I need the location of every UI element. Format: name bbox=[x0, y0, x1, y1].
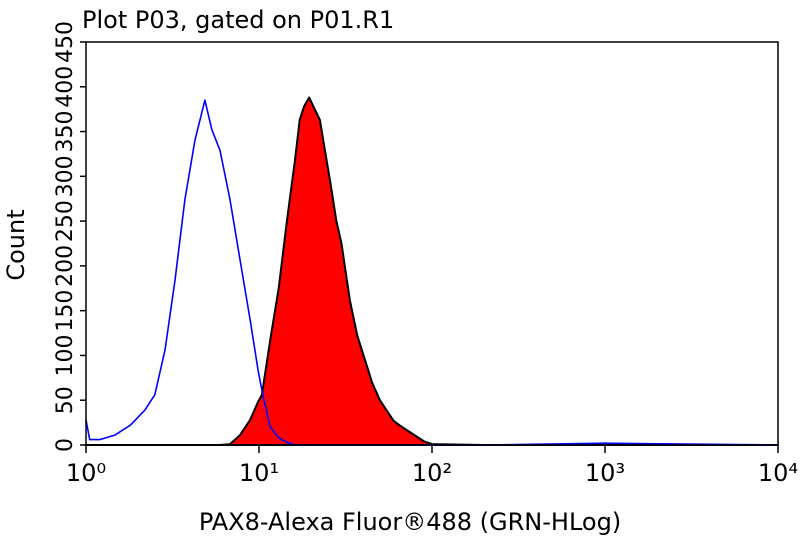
y-tick-label: 400 bbox=[53, 66, 78, 108]
y-tick-label: 100 bbox=[53, 334, 78, 376]
y-axis-label: Count bbox=[2, 209, 30, 280]
y-tick-label: 450 bbox=[53, 21, 78, 63]
y-tick-label: 250 bbox=[53, 200, 78, 242]
x-tick-label: 10⁰ bbox=[66, 459, 106, 487]
y-tick-label: 50 bbox=[53, 386, 78, 414]
histogram-line bbox=[85, 99, 779, 446]
y-tick-label: 0 bbox=[53, 438, 78, 452]
y-tick-label: 350 bbox=[53, 111, 78, 153]
histogram-area bbox=[85, 96, 779, 446]
x-tick-label: 10¹ bbox=[239, 459, 279, 487]
y-tick-label: 200 bbox=[53, 245, 78, 287]
chart-title: Plot P03, gated on P01.R1 bbox=[82, 6, 394, 34]
x-tick-label: 10⁴ bbox=[758, 459, 798, 487]
x-axis-label: PAX8-Alexa Fluor®488 (GRN-HLog) bbox=[199, 508, 621, 536]
y-tick-label: 150 bbox=[53, 290, 78, 332]
y-tick-label: 300 bbox=[53, 155, 78, 197]
plot-frame bbox=[85, 41, 779, 446]
x-tick-label: 10³ bbox=[585, 459, 625, 487]
x-tick-label: 10² bbox=[412, 459, 452, 487]
